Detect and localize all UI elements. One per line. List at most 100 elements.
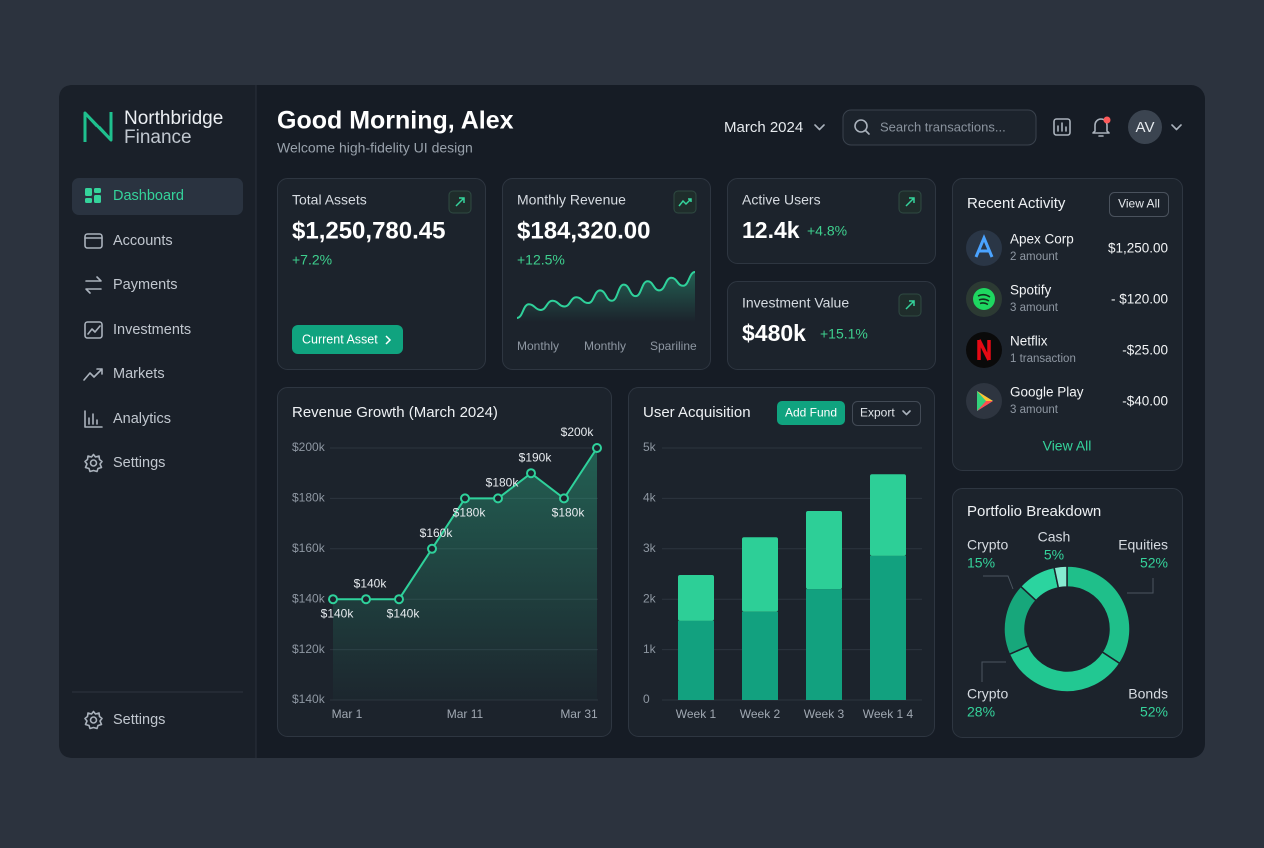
x-tick-label: Week 2: [740, 707, 781, 721]
data-label: $180k: [486, 476, 520, 490]
chart-title: Portfolio Breakdown: [967, 503, 1101, 520]
slice-value: 52%: [1140, 555, 1168, 571]
data-label: $200k: [561, 425, 595, 439]
slice-label: Equities: [1118, 537, 1168, 553]
bar-segment: [806, 511, 842, 590]
y-tick-label: $140k: [292, 591, 326, 605]
button-label[interactable]: View All: [1118, 197, 1160, 211]
button-label[interactable]: Add Fund: [785, 406, 837, 420]
button-label[interactable]: Export: [860, 406, 895, 420]
add-fund-button[interactable]: [777, 401, 845, 425]
x-tick-label: Week 1: [676, 707, 717, 721]
stat-button-label[interactable]: Current Asset: [302, 332, 378, 346]
stat-label: Investment Value: [742, 295, 849, 311]
point: [493, 493, 503, 504]
stat-value: 12.4k: [742, 217, 800, 243]
report-icon[interactable]: [1053, 118, 1071, 136]
x-tick-label: Week 1 4: [863, 707, 914, 721]
y-tick-label: $200k: [292, 440, 326, 454]
export-button[interactable]: [852, 401, 921, 426]
bar-segment: [742, 611, 778, 700]
activity-icons: [966, 230, 1002, 419]
slice-label: Crypto: [967, 686, 1008, 702]
portfolio-card: [952, 488, 1183, 738]
stat-button[interactable]: [292, 325, 403, 354]
chevron: [385, 335, 392, 345]
search-icon: [854, 119, 868, 133]
sidebar: [59, 85, 256, 758]
notification-dot: [1103, 116, 1111, 124]
nav-item[interactable]: Accounts: [113, 233, 173, 249]
stat-value: $480k: [742, 320, 806, 346]
y-tick-label: 5k: [643, 440, 657, 454]
point: [592, 443, 602, 453]
nav-item[interactable]: Analytics: [113, 411, 171, 427]
bar-segment: [742, 537, 778, 612]
sparkline-label: Monthly: [517, 339, 559, 353]
y-tick-label: 1k: [643, 642, 657, 656]
y-tick-label: $160k: [292, 541, 326, 555]
stat-label: Total Assets: [292, 192, 367, 208]
stat-change: +12.5%: [517, 252, 565, 268]
sparkline-label: Monthly: [584, 339, 626, 353]
bar-segment: [806, 589, 842, 700]
stat-card: [727, 281, 936, 370]
y-tick-label: 2k: [643, 591, 657, 605]
point: [328, 594, 338, 605]
activity-card: [952, 178, 1183, 471]
activity-amount: -$40.00: [1122, 394, 1168, 409]
y-tick-label: $120k: [292, 642, 326, 656]
nav-footer[interactable]: Settings: [113, 712, 165, 728]
nav-active[interactable]: [72, 178, 243, 215]
activity-amount: $1,250.00: [1108, 241, 1168, 256]
search-box[interactable]: [842, 109, 1037, 146]
donut-slice: [1053, 565, 1068, 589]
activity-name: Netflix: [1010, 334, 1048, 349]
nav-item[interactable]: Payments: [113, 277, 177, 293]
stat-value: $1,250,780.45: [292, 217, 445, 244]
stat-change: +7.2%: [292, 252, 332, 268]
stat-change: +15.1%: [820, 326, 868, 342]
activity-detail: 1 transaction: [1010, 353, 1076, 365]
point: [394, 594, 404, 605]
search-placeholder[interactable]: Search transactions...: [880, 119, 1006, 134]
view-all-button[interactable]: [1109, 192, 1169, 217]
area-fill: [333, 448, 597, 700]
chevron: [902, 410, 911, 416]
nav-item[interactable]: Dashboard: [113, 188, 184, 204]
nav-item[interactable]: Markets: [113, 366, 165, 382]
point: [361, 594, 371, 605]
data-label: $160k: [420, 526, 454, 540]
activity-name: Google Play: [1010, 385, 1084, 400]
activity-detail: 2 amount: [1010, 251, 1059, 263]
point: [427, 543, 437, 554]
nav-item[interactable]: Settings: [113, 455, 165, 471]
avatar[interactable]: [1128, 110, 1162, 144]
stat-value: $184,320.00: [517, 217, 650, 244]
stat-label: Monthly Revenue: [517, 192, 626, 208]
slice-value: 28%: [967, 704, 995, 720]
slice-label: Bonds: [1128, 686, 1168, 702]
view-all-link[interactable]: View All: [1043, 438, 1092, 454]
slice-label: Cash: [1038, 529, 1071, 545]
activity-name: Spotify: [1010, 283, 1052, 298]
slice-value: 52%: [1140, 704, 1168, 720]
activity-detail: 3 amount: [1010, 404, 1059, 416]
activity-detail: 3 amount: [1010, 302, 1059, 314]
bar-segment: [678, 620, 714, 700]
period-select[interactable]: March 2024: [724, 119, 803, 136]
nav-item[interactable]: Investments: [113, 322, 191, 338]
point: [559, 493, 569, 504]
chevron: [1171, 124, 1182, 131]
y-tick-label: $140k: [292, 692, 326, 706]
subtitle: Welcome high-fidelity UI design: [277, 140, 473, 156]
report-icon: [1057, 122, 1067, 132]
data-label: $140k: [354, 576, 388, 590]
activity-amount: -$25.00: [1122, 343, 1168, 358]
x-tick-label: Mar 11: [447, 707, 484, 721]
sparkline-label: Spariline: [650, 339, 697, 353]
card-arrows: [448, 190, 922, 317]
sparkline: [516, 271, 696, 319]
